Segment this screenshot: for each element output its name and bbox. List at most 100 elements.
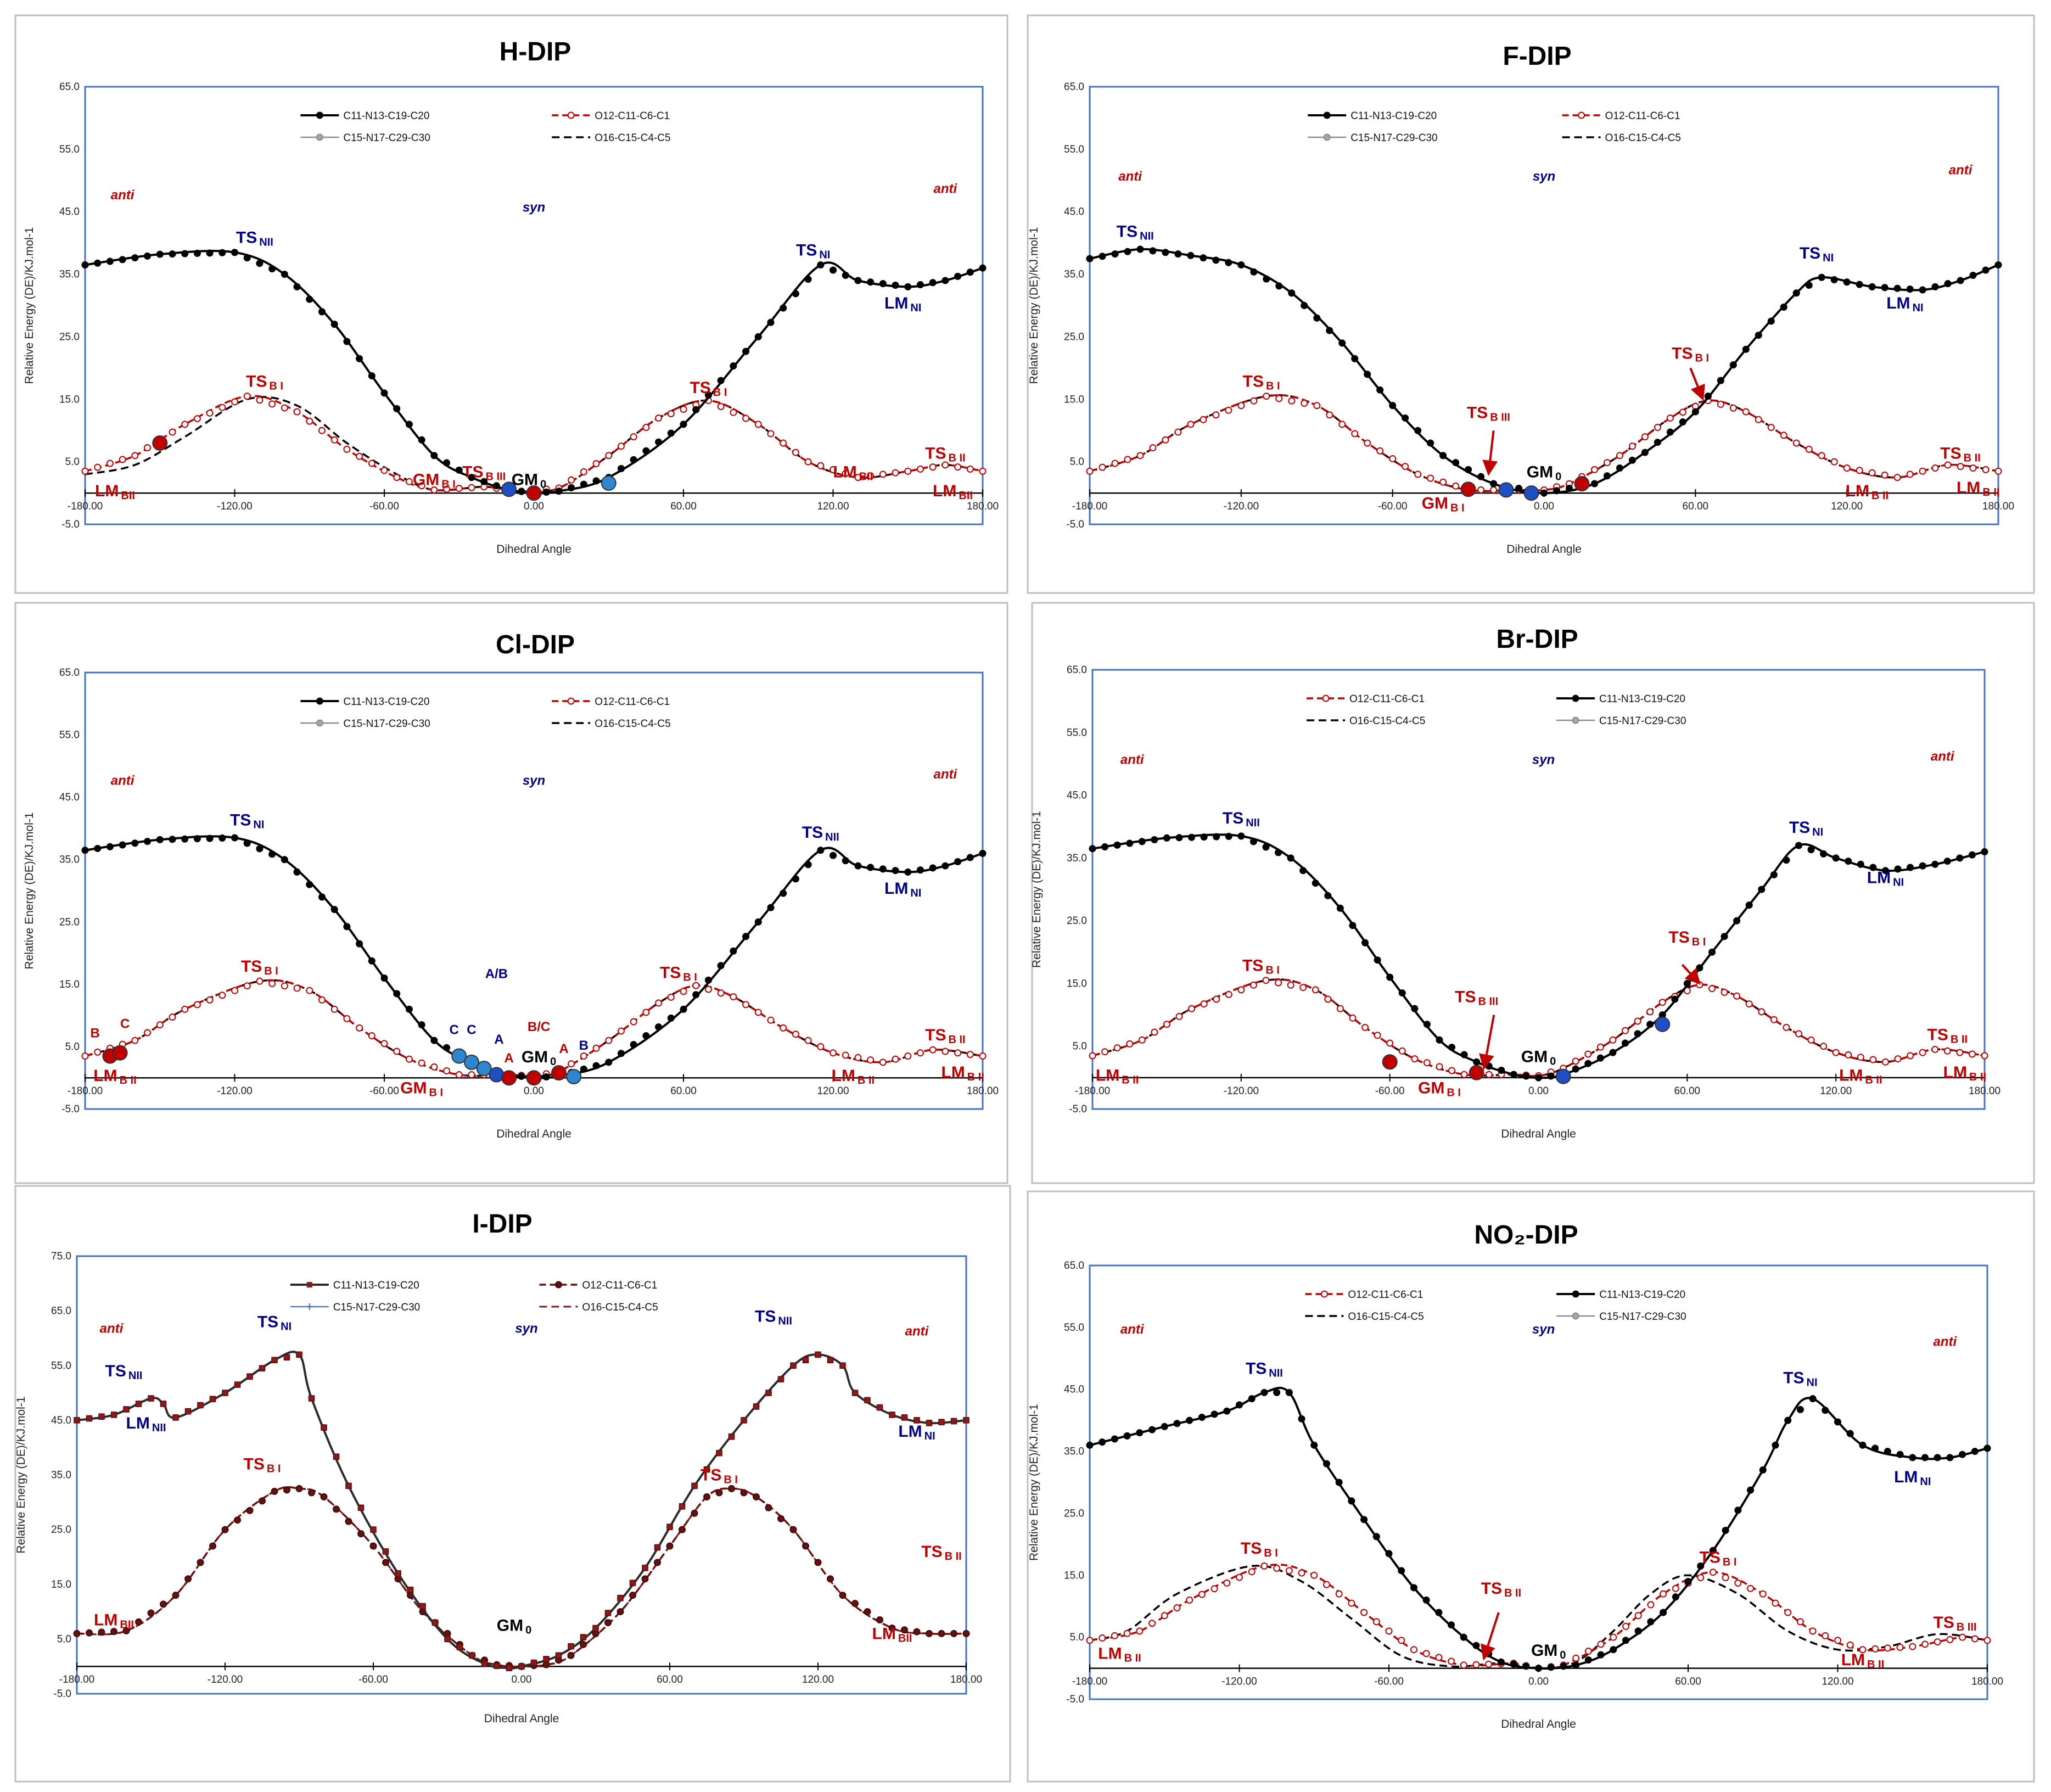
series-point [1590,466,1598,473]
series-point [293,984,301,992]
series-point [1547,1072,1555,1080]
series-point [691,1482,698,1489]
y-tick-label: 15.0 [1064,1570,1084,1581]
series-point [1820,850,1828,858]
series-point [1360,1516,1368,1524]
y-tick-label: 5.0 [1070,1632,1084,1643]
series-point [1745,901,1753,909]
series-point [1946,1454,1954,1461]
series-point [1758,1008,1766,1016]
series-point [580,1052,587,1060]
series-point [1275,849,1282,856]
series-point [1402,414,1409,422]
series-point [1666,414,1674,422]
series-point [916,281,924,289]
series-point [193,415,201,423]
state-label-sub: B II [1124,1653,1141,1665]
series-point [1742,408,1750,416]
series-point [730,408,737,416]
series-point [1336,904,1344,912]
series-point [94,844,102,852]
series-point [1310,1441,1318,1449]
series-point [1360,1609,1368,1616]
series-point [1448,1657,1455,1665]
series-point [1666,428,1674,436]
series-point [1275,395,1283,402]
region-label-anti: anti [111,188,135,203]
series-point [81,847,89,854]
series-point [1427,474,1434,482]
state-label: GM 0 [512,471,546,490]
series-point [740,1489,748,1497]
series-point [617,1050,625,1057]
state-label-main: LM [1894,1468,1918,1486]
series-point [1288,289,1296,297]
series-point [256,260,264,267]
series-point [181,250,189,257]
series-point [1225,990,1232,998]
series-point [592,1044,600,1052]
state-label: TS B I [701,1466,738,1486]
series-point [169,1013,176,1021]
series-point [1641,449,1649,456]
state-label-sub: NI [1920,1476,1931,1488]
series-point [356,940,363,948]
series-point [929,463,937,471]
series-point [530,1659,537,1666]
region-label-syn: syn [1532,1322,1555,1337]
plot-area [1089,1264,1988,1700]
legend-marker [1578,111,1585,119]
series-point [243,839,251,847]
legend-marker [567,111,575,119]
series-point [604,1619,612,1626]
series-point [1349,922,1357,929]
legend-marker [554,1281,562,1289]
series-point [1957,463,1964,471]
series-point [1772,1599,1779,1607]
legend-marker [1572,1312,1579,1320]
series-point [1896,1643,1904,1651]
series-point [901,1414,908,1421]
series-point [1522,1072,1530,1080]
series-point [1943,858,1951,865]
series-point [954,272,962,280]
series-point [1086,467,1094,475]
series-point [1634,1627,1642,1635]
series-point [1477,473,1485,480]
series-point [1981,848,1988,855]
series-point [842,857,849,865]
series-point [1372,1533,1380,1541]
series-point [1784,1609,1792,1616]
x-tick-label: -120.00 [217,501,252,512]
series-point [1435,1609,1443,1616]
state-label-main: LM [884,294,908,312]
series-point [642,1565,648,1571]
series-point [742,933,750,940]
state-label: TS B I [246,373,283,393]
state-label-sub: B I [267,1463,281,1475]
x-tick-label: 180.00 [967,501,999,512]
series-point [654,1559,661,1566]
series-point [1634,1030,1641,1038]
series-point [1236,1401,1243,1409]
state-label-main: TS [1668,928,1689,947]
series-point [1089,1052,1096,1060]
series-point [357,1530,365,1538]
series-point [804,276,812,283]
series-point [742,348,750,355]
legend: O12-C11-C6-C1 C11-N13-C19-C20 O16-C15-C4-C… [1307,693,1686,727]
series-point [306,295,313,303]
series-point [680,421,687,428]
series-point [1285,1567,1293,1575]
series-point [704,985,712,993]
x-axis-label: Dihedral Angle [496,1128,571,1140]
series-point [144,444,152,452]
series-point [193,835,201,843]
series-point [443,459,451,467]
series-point [704,976,712,984]
state-label-main: LM [1957,479,1980,497]
series-point [106,843,114,850]
series-point [1982,466,1990,473]
legend-label: O12-C11-C6-C1 [1605,110,1680,122]
y-tick-label: 25.0 [51,1524,71,1536]
